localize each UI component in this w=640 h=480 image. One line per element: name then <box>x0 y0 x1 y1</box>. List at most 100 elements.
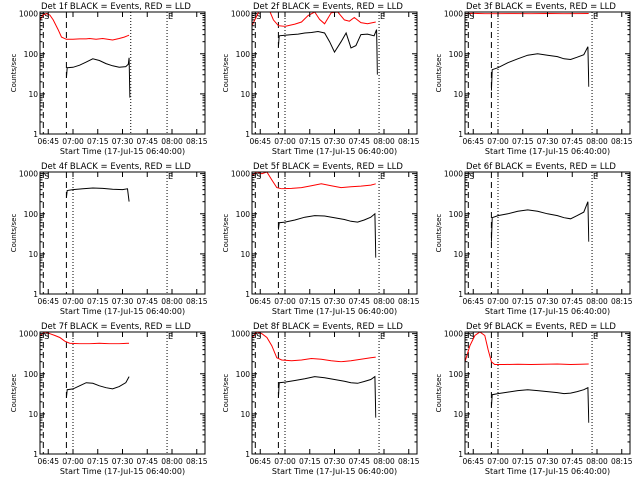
events-series-line <box>66 377 129 398</box>
x-tick-label: 06:45 <box>249 297 271 306</box>
x-tick-label: 08:00 <box>373 137 395 146</box>
x-axis-label: Start Time (17-Jul-15 06:40:00) <box>272 147 397 156</box>
lld-series-line <box>465 13 589 14</box>
x-tick-label: 08:00 <box>161 297 183 306</box>
start-marker: S <box>44 12 49 21</box>
x-axis-label: Start Time (17-Jul-15 06:40:00) <box>60 147 185 156</box>
start-marker: S <box>256 332 261 341</box>
y-tick-label: 10 <box>453 90 463 99</box>
panel-title: Det 2f BLACK = Events, RED = LLD <box>253 2 403 12</box>
x-tick-label: 07:00 <box>274 297 296 306</box>
lld-series-line <box>40 14 129 40</box>
x-tick-label: 07:45 <box>561 457 583 466</box>
y-axis-label: Counts/sec <box>222 374 230 413</box>
y-tick-label: 1 <box>458 450 463 459</box>
events-series-line <box>278 214 375 258</box>
x-tick-label: 07:15 <box>512 457 534 466</box>
y-axis-label: Counts/sec <box>10 54 18 93</box>
x-tick-label: 07:45 <box>348 297 370 306</box>
plot-frame <box>39 331 206 455</box>
end-marker: E <box>168 172 173 181</box>
x-tick-label: 06:45 <box>37 457 59 466</box>
x-tick-label: 06:45 <box>249 137 271 146</box>
y-tick-label: 100 <box>449 210 464 219</box>
y-tick-label: 1000 <box>444 170 463 179</box>
start-marker: S <box>469 172 474 181</box>
lld-series-line <box>252 172 376 189</box>
x-tick-label: 07:15 <box>299 137 321 146</box>
x-tick-label: 08:00 <box>586 137 608 146</box>
x-tick-label: 07:30 <box>112 457 134 466</box>
y-tick-label: 1 <box>33 450 38 459</box>
y-tick-label: 1000 <box>444 330 463 339</box>
end-marker: E <box>593 172 598 181</box>
x-tick-label: 08:15 <box>398 297 420 306</box>
x-tick-label: 08:15 <box>186 457 208 466</box>
panel-title: Det 1f BLACK = Events, RED = LLD <box>41 2 191 12</box>
y-axis-label: Counts/sec <box>435 214 443 253</box>
panel-title: Det 6f BLACK = Events, RED = LLD <box>466 162 616 172</box>
x-tick-label: 07:30 <box>112 297 134 306</box>
x-tick-label: 07:15 <box>299 297 321 306</box>
y-tick-label: 1000 <box>19 170 38 179</box>
end-marker: E <box>380 172 385 181</box>
events-series-line <box>66 58 129 98</box>
x-tick-label: 07:00 <box>274 457 296 466</box>
x-tick-label: 08:15 <box>611 137 633 146</box>
y-tick-label: 100 <box>449 50 464 59</box>
y-tick-label: 1000 <box>19 10 38 19</box>
start-marker: S <box>469 12 474 21</box>
panel-title: Det 4f BLACK = Events, RED = LLD <box>41 162 191 172</box>
y-tick-label: 1 <box>245 290 250 299</box>
y-tick-label: 10 <box>28 410 38 419</box>
plot-frame <box>251 331 418 455</box>
x-tick-label: 07:15 <box>87 297 109 306</box>
x-tick-label: 07:00 <box>487 297 509 306</box>
end-marker: E <box>168 332 173 341</box>
end-marker: E <box>593 12 598 21</box>
x-axis-label: Start Time (17-Jul-15 06:40:00) <box>485 467 610 476</box>
x-tick-label: 06:45 <box>462 457 484 466</box>
x-axis-label: Start Time (17-Jul-15 06:40:00) <box>272 467 397 476</box>
x-tick-label: 08:15 <box>398 457 420 466</box>
y-tick-label: 1 <box>458 130 463 139</box>
events-series-line <box>491 388 588 423</box>
y-axis-label: Counts/sec <box>435 54 443 93</box>
y-tick-label: 1 <box>458 290 463 299</box>
x-tick-label: 07:45 <box>136 457 158 466</box>
plot-frame <box>251 11 418 135</box>
y-tick-label: 10 <box>28 90 38 99</box>
panel-title: Det 3f BLACK = Events, RED = LLD <box>466 2 616 12</box>
panel-title: Det 8f BLACK = Events, RED = LLD <box>253 322 403 332</box>
y-tick-label: 1000 <box>444 10 463 19</box>
plot-frame <box>39 171 206 295</box>
x-axis-label: Start Time (17-Jul-15 06:40:00) <box>60 467 185 476</box>
y-tick-label: 10 <box>28 250 38 259</box>
x-tick-label: 07:30 <box>112 137 134 146</box>
x-tick-label: 07:30 <box>537 297 559 306</box>
y-tick-label: 1 <box>245 450 250 459</box>
events-series-line <box>491 202 588 242</box>
x-axis-label: Start Time (17-Jul-15 06:40:00) <box>60 307 185 316</box>
y-axis-label: Counts/sec <box>10 214 18 253</box>
y-tick-label: 10 <box>453 250 463 259</box>
start-marker: S <box>256 12 261 21</box>
y-tick-label: 1000 <box>19 330 38 339</box>
x-tick-label: 07:00 <box>62 457 84 466</box>
y-tick-label: 1 <box>33 130 38 139</box>
y-tick-label: 100 <box>449 370 464 379</box>
plot-frame <box>251 171 418 295</box>
y-tick-label: 1000 <box>231 10 250 19</box>
panel-title: Det 7f BLACK = Events, RED = LLD <box>41 322 191 332</box>
x-tick-label: 08:00 <box>161 137 183 146</box>
start-marker: S <box>256 172 261 181</box>
x-tick-label: 07:00 <box>274 137 296 146</box>
lld-series-line <box>252 12 376 26</box>
start-marker: S <box>469 332 474 341</box>
